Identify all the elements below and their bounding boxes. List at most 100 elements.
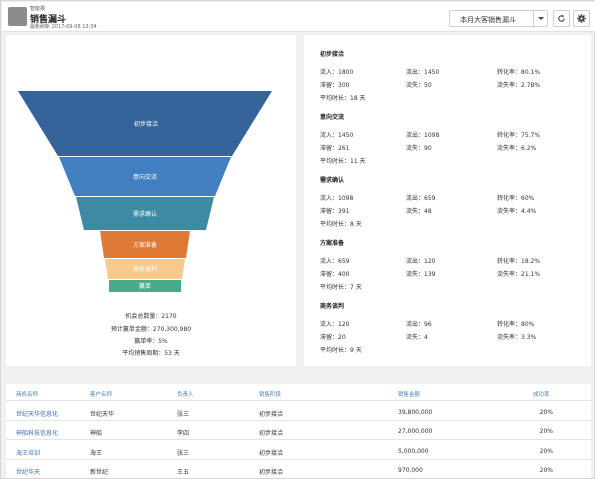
stat-avg-duration: 平均时长：9 天 [320, 347, 362, 354]
cell-amount: 970,000 [398, 467, 423, 474]
stat-outflow: 流出：120 [406, 258, 436, 265]
table-divider [6, 439, 591, 440]
cell-owner: 王五 [177, 469, 190, 476]
stat-avg-duration: 平均时长：8 天 [320, 221, 362, 228]
last-updated: 最新刷新 2017-09-08 13:34 [30, 24, 97, 30]
cell-stage: 初步接洽 [259, 411, 284, 418]
stat-lost-rate: 流失率：2.78% [497, 82, 541, 89]
stat-lost: 流失：50 [406, 82, 432, 89]
stat-outflow: 流出：659 [406, 195, 436, 202]
stat-conversion: 转化率：80% [497, 321, 535, 328]
stat-stay: 滞留：261 [320, 145, 350, 152]
cell-opportunity-name[interactable]: 世纪天华信息化 [16, 411, 59, 418]
cell-customer: 神船 [90, 430, 103, 437]
column-header-stage[interactable]: 销售阶段 [259, 392, 282, 398]
stat-avg-duration: 平均时长：7 天 [320, 284, 362, 291]
funnel-stage-5[interactable]: 商务谈判 [105, 259, 185, 279]
summary-win-rate: 赢单率：5% [6, 336, 296, 345]
cell-amount: 5,000,000 [398, 448, 429, 455]
cell-customer: 世纪天华 [90, 411, 115, 418]
stat-avg-duration: 平均时长：18 天 [320, 95, 366, 102]
column-header-amount[interactable]: 销售金额 [398, 392, 421, 398]
stat-conversion: 转化率：80.1% [497, 69, 541, 76]
stat-stay: 滞留：391 [320, 208, 350, 215]
column-header-success-rate[interactable]: 成功率 [533, 392, 550, 398]
stage-title: 初步接洽 [320, 51, 345, 58]
stat-conversion: 转化率：75.7% [497, 132, 541, 139]
summary-total-opportunities: 机会总数量：2170 [6, 311, 296, 320]
stage-title: 需求确认 [320, 177, 345, 184]
stat-outflow: 流出：1450 [406, 69, 440, 76]
cell-opportunity-name[interactable]: 海王培训 [16, 450, 41, 457]
funnel-stage-3[interactable]: 需求确认 [76, 197, 214, 230]
stat-outflow: 流出：1098 [406, 132, 440, 139]
cell-success-rate: 20% [539, 428, 553, 435]
column-header-owner[interactable]: 负责人 [177, 392, 194, 398]
page-title: 销售漏斗 [30, 15, 67, 25]
page-header: 智能报 销售漏斗 最新刷新 2017-09-08 13:34 本月大客销售漏斗 [2, 2, 595, 32]
cell-stage: 初步接洽 [259, 450, 284, 457]
summary-value: 53 天 [164, 350, 180, 357]
cell-customer: 新世纪 [90, 469, 109, 476]
refresh-icon [558, 14, 565, 22]
stat-lost: 流失：48 [406, 208, 432, 215]
cell-stage: 初步接洽 [259, 430, 284, 437]
summary-label: 机会总数量： [125, 313, 162, 320]
cell-owner: 李四 [177, 430, 190, 437]
summary-avg-cycle: 平均销售周期：53 天 [6, 348, 296, 357]
stat-lost-rate: 流失率：21.1% [497, 271, 541, 278]
cell-owner: 张三 [177, 411, 190, 418]
stat-stay: 滞留：400 [320, 271, 350, 278]
funnel-stage-2[interactable]: 意向交流 [59, 157, 231, 196]
summary-label: 预计赢单金额： [110, 326, 153, 333]
column-header-opportunity[interactable]: 商机名称 [16, 392, 39, 398]
stat-stay: 滞留：20 [320, 334, 346, 341]
funnel-stage-label: 意向交流 [133, 173, 157, 181]
chevron-down-icon[interactable] [538, 17, 544, 20]
column-header-customer[interactable]: 客户名称 [90, 392, 113, 398]
stage-title: 方案准备 [320, 240, 345, 247]
stat-inflow: 流入：659 [320, 258, 350, 265]
stat-stay: 滞留：300 [320, 82, 350, 89]
cell-opportunity-name[interactable]: 神船科技信息化 [16, 430, 59, 437]
funnel-stage-6[interactable]: 赢单 [109, 280, 181, 292]
funnel-stage-label: 需求确认 [133, 210, 157, 218]
stat-avg-duration: 平均时长：11 天 [320, 158, 366, 165]
cell-amount: 39,800,000 [398, 409, 433, 416]
breadcrumb[interactable]: 智能报 [30, 6, 46, 12]
settings-button[interactable] [573, 10, 590, 27]
stat-outflow: 流出：96 [406, 321, 432, 328]
funnel-chart: 初步接洽 意向交流 需求确认 方案准备 商务谈判 赢单 [18, 91, 272, 292]
stat-lost: 流失：4 [406, 334, 428, 341]
table-divider [6, 459, 591, 460]
opportunity-table: 商机名称 客户名称 负责人 销售阶段 销售金额 成功率 世纪天华信息化 世纪天华… [6, 384, 591, 478]
stat-inflow: 流入：1450 [320, 132, 354, 139]
stat-inflow: 流入：1098 [320, 195, 354, 202]
cell-amount: 27,000,000 [398, 428, 433, 435]
summary-expected-amount: 预计赢单金额：270,300,980 [6, 324, 296, 333]
stat-lost: 流失：90 [406, 145, 432, 152]
gear-icon [577, 14, 586, 23]
refresh-button[interactable] [553, 10, 570, 27]
stat-lost-rate: 流失率：4.4% [497, 208, 537, 215]
summary-label: 赢单率： [134, 338, 159, 345]
cell-opportunity-name[interactable]: 世纪华天 [16, 469, 41, 476]
cell-success-rate: 20% [539, 409, 553, 416]
stat-lost-rate: 流失率：6.2% [497, 145, 537, 152]
summary-value: 270,300,980 [152, 326, 192, 333]
funnel-stage-4[interactable]: 方案准备 [100, 231, 190, 258]
stage-title: 意向交流 [320, 114, 345, 121]
table-divider [6, 400, 591, 401]
cell-success-rate: 20% [539, 467, 553, 474]
stat-conversion: 转化率：18.2% [497, 258, 541, 265]
stat-lost-rate: 流失率：3.3% [497, 334, 537, 341]
report-avatar [8, 7, 27, 26]
funnel-stage-1[interactable]: 初步接洽 [18, 91, 272, 156]
funnel-selector[interactable]: 本月大客销售漏斗 [449, 10, 548, 27]
funnel-selector-value: 本月大客销售漏斗 [460, 16, 516, 24]
stat-conversion: 转化率：60% [497, 195, 535, 202]
cell-success-rate: 20% [539, 448, 553, 455]
funnel-stage-label: 赢单 [139, 282, 151, 290]
stage-title: 商务谈判 [320, 303, 345, 310]
